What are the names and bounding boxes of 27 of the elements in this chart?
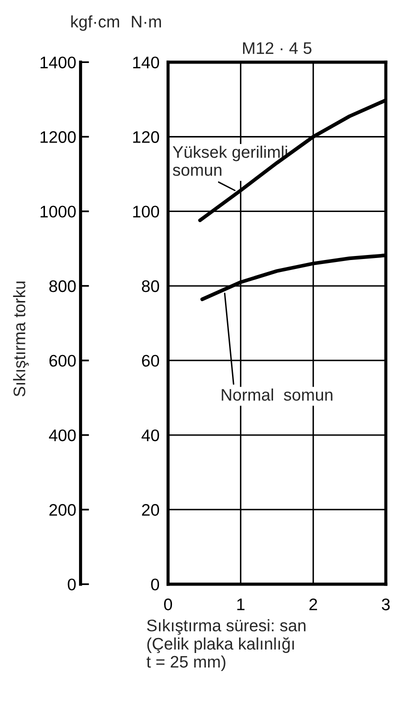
y2-tick-label: 80 xyxy=(142,280,160,292)
x-tick-label: 0 xyxy=(164,598,172,610)
y-tick-label: 800 xyxy=(49,280,76,292)
y-tick-label: 400 xyxy=(48,429,76,442)
y2-tick-label: 60 xyxy=(142,354,160,367)
y-tick-label: 1400 xyxy=(40,56,76,68)
y2-tick-label: 140 xyxy=(133,56,160,68)
y2-tick-label: 100 xyxy=(133,206,160,218)
chart-title: M12 · 4 5 xyxy=(243,42,312,54)
annotation: Normal somun xyxy=(222,388,332,401)
y2-tick-label: 0 xyxy=(151,578,160,590)
y-tick-label: 1200 xyxy=(40,131,76,143)
x-axis-title: Sıkıştırma süresi: san (Çelik plaka kalınlığı t = 25 mm) xyxy=(146,619,306,671)
x-tick-label: 3 xyxy=(382,598,390,610)
y-tick-label: 200 xyxy=(49,504,76,516)
y2-axis-title: N·m xyxy=(132,16,161,28)
text: kgf·cm xyxy=(71,15,120,31)
y-axis-title: Sıkıştırma torku xyxy=(13,282,29,396)
y2-tick-label: 40 xyxy=(142,429,160,442)
annotation: Yüksek gerilimli somun xyxy=(172,146,288,176)
y2-tick-label: 120 xyxy=(133,131,160,143)
y-tick-label: 600 xyxy=(49,354,76,367)
y-tick-label: 1000 xyxy=(40,206,76,218)
x-tick-label: 2 xyxy=(309,598,318,610)
x-tick-label: 1 xyxy=(237,598,244,610)
y2-tick-label: 20 xyxy=(142,504,160,516)
y-tick-label: 0 xyxy=(68,578,76,590)
